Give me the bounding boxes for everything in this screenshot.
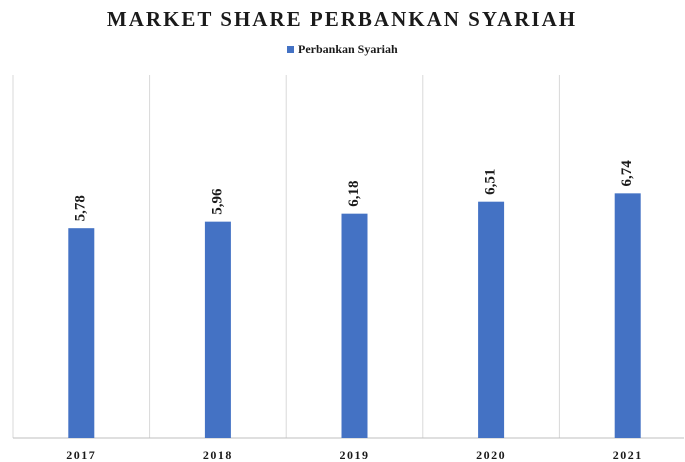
legend-label: Perbankan Syariah (298, 42, 398, 56)
bar (68, 228, 95, 438)
x-tick-label: 2018 (203, 448, 233, 462)
bar (204, 221, 231, 438)
bar (341, 213, 368, 438)
value-label: 6,18 (346, 181, 362, 207)
bar (478, 201, 505, 438)
x-tick-label: 2021 (613, 448, 643, 462)
bar (614, 193, 641, 438)
value-label: 6,51 (483, 169, 499, 195)
legend-swatch (287, 46, 294, 53)
x-tick-label: 2020 (476, 448, 506, 462)
x-tick-label: 2019 (340, 448, 370, 462)
value-label: 6,74 (619, 160, 635, 187)
x-tick-label: 2017 (66, 448, 96, 462)
chart-title: MARKET SHARE PERBANKAN SYARIAH (107, 7, 577, 31)
value-label: 5,78 (73, 195, 89, 221)
value-label: 5,96 (209, 188, 225, 215)
